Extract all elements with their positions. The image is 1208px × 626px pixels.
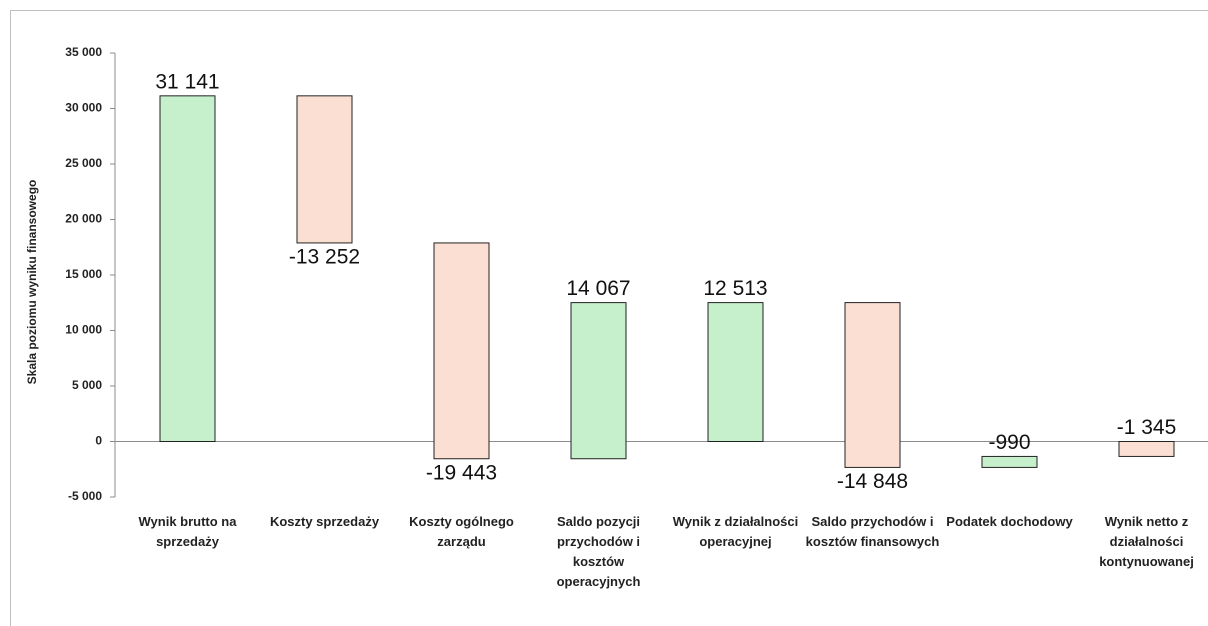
frame [10, 10, 1208, 626]
bar [159, 95, 216, 442]
y-tick-label: -5 000 [68, 489, 102, 503]
data-label: 14 067 [566, 277, 630, 300]
bar [844, 302, 901, 468]
x-tick-label: Saldo pozycji przychodów i kosztów opera… [556, 514, 641, 589]
x-tick-label: Wynik z działalności operacyjnej [672, 514, 799, 549]
y-tick-label: 25 000 [65, 156, 102, 170]
x-tick-label: Podatek dochodowy [946, 514, 1073, 529]
x-tick-label: Saldo przychodów i kosztów finansowych [805, 514, 940, 549]
data-label: 31 141 [155, 70, 219, 93]
data-label: -19 443 [426, 461, 497, 484]
y-tick-label: 35 000 [65, 45, 102, 59]
y-tick-label: 0 [95, 434, 102, 448]
bar [981, 455, 1038, 468]
x-tick-label: Wynik netto z działalności kontynuowanej [1099, 514, 1194, 569]
y-tick-label: 15 000 [65, 267, 102, 281]
bar [433, 242, 490, 460]
y-tick-label: 30 000 [65, 101, 102, 115]
data-label: -14 848 [837, 470, 908, 493]
data-label: -1 345 [1117, 416, 1177, 439]
data-label: -990 [988, 431, 1030, 454]
y-axis-title: Skala poziomu wyniku finansowego [25, 180, 39, 385]
y-tick-label: 20 000 [65, 212, 102, 226]
data-label: -13 252 [289, 245, 360, 268]
bar [1118, 441, 1175, 457]
bar [296, 95, 353, 244]
x-tick-label: Koszty sprzedaży [269, 514, 380, 529]
data-label: 12 513 [703, 277, 767, 300]
y-tick-label: 10 000 [65, 323, 102, 337]
x-tick-label: Wynik brutto na sprzedaży [138, 514, 237, 549]
x-tick-label: Koszty ogólnego zarządu [409, 514, 514, 549]
bar [707, 302, 764, 443]
y-tick-label: 5 000 [72, 378, 102, 392]
bar [570, 302, 627, 460]
